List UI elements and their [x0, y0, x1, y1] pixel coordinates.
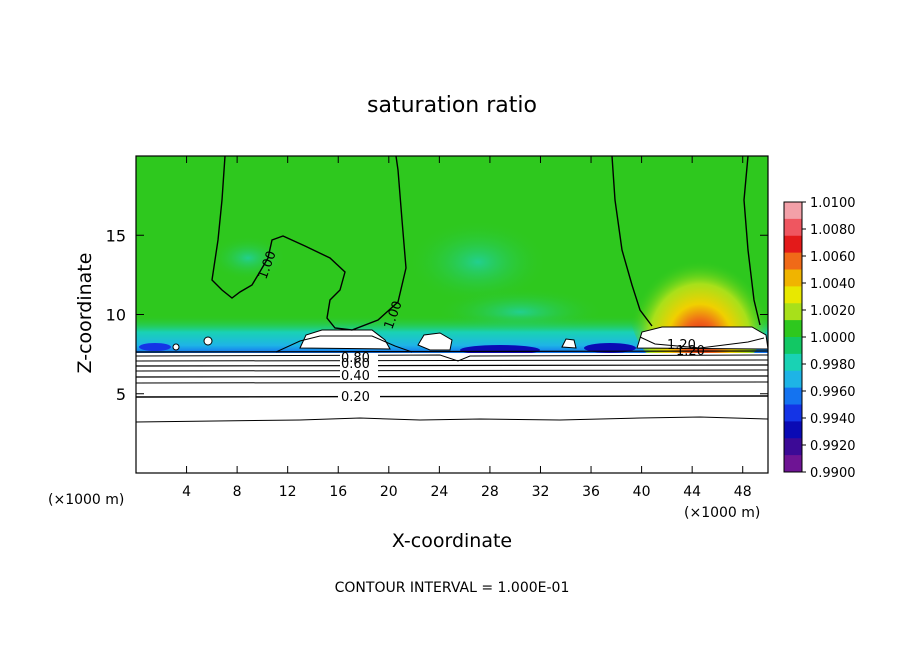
contour-label: 0.20: [341, 390, 370, 405]
colorbar-tick-label: 1.0000: [810, 331, 856, 346]
x-tick-label: 24: [430, 484, 448, 500]
x-tick-label: 40: [633, 484, 651, 500]
contour-label: 0.40: [341, 369, 370, 384]
x-axis: 4 8 12 16 20 24 28 32 36 40 44 48: [182, 156, 752, 500]
contour-line: [136, 364, 768, 367]
contour-line: [611, 156, 653, 327]
field-below-cloud: [136, 353, 768, 473]
x-axis-label: X-coordinate: [392, 530, 512, 552]
y-tick-label: 15: [106, 226, 126, 245]
contour-line: [136, 381, 768, 384]
contour-line: [136, 375, 768, 378]
x-tick-label: 28: [481, 484, 499, 500]
x-tick-label: 4: [182, 484, 191, 500]
chart-title: saturation ratio: [367, 93, 537, 118]
contour-label: 1.20: [667, 338, 696, 353]
colorbar-tick-label: 0.9980: [810, 358, 856, 373]
colorbar-tick-label: 0.9940: [810, 412, 856, 427]
field-cyan-patch: [210, 236, 286, 280]
contour-line: [639, 336, 765, 349]
colorbar-swatch: [784, 218, 802, 237]
field-dry-spot: [460, 345, 540, 355]
colorbar-swatch: [784, 353, 802, 372]
y-tick-label: 5: [116, 385, 126, 404]
field-dry-spot: [584, 343, 636, 353]
colorbar-swatch: [784, 404, 802, 422]
y-axis: 5 10 15: [106, 226, 768, 404]
colorbar: 1.0100 1.0080 1.0060 1.0040 1.0020 1.0000 0.99…: [783, 196, 856, 481]
contour-label: 1.20: [676, 344, 705, 359]
x-unit-label-left: (×1000 m): [48, 492, 124, 508]
colorbar-swatch: [784, 235, 802, 254]
colorbar-tick-label: 1.0100: [810, 196, 856, 211]
x-tick-label: 16: [329, 484, 347, 500]
cloud-hole: [203, 336, 213, 346]
colorbar-tick-label: 1.0080: [810, 223, 856, 238]
cloud-hole: [417, 332, 453, 351]
colorbar-swatch: [784, 202, 802, 220]
contour-line: [136, 416, 768, 423]
contour-line: [136, 395, 768, 398]
x-tick-label: 8: [233, 484, 242, 500]
contour-line: [136, 369, 768, 372]
colorbar-swatch: [784, 320, 802, 338]
colorbar-tick-label: 1.0060: [810, 250, 856, 265]
colorbar-swatch: [784, 421, 802, 439]
x-tick-label: 32: [532, 484, 550, 500]
x-tick-label: 44: [683, 484, 701, 500]
field-cyan-patch: [408, 220, 548, 304]
colorbar-swatch: [784, 455, 802, 473]
contour-line: [743, 156, 761, 326]
y-axis-label: Z-coordinate: [74, 253, 96, 374]
contour-line: [275, 335, 413, 353]
cloud-hole: [172, 343, 180, 351]
colorbar-swatch: [784, 252, 802, 270]
x-tick-label: 48: [734, 484, 752, 500]
cloud-hole: [299, 329, 391, 350]
colorbar-tick-label: 1.0040: [810, 277, 856, 292]
colorbar-swatch: [784, 370, 802, 389]
colorbar-swatch: [784, 438, 802, 456]
contour-label-background: [340, 353, 378, 378]
x-unit-label-right: (×1000 m): [684, 505, 760, 521]
colorbar-tick-label: 0.9920: [810, 439, 856, 454]
colorbar-swatch: [784, 286, 802, 304]
cloud-hole: [561, 338, 577, 349]
x-tick-label: 20: [380, 484, 398, 500]
contour-line: [136, 359, 768, 362]
contour-interval-note: CONTOUR INTERVAL = 1.000E-01: [335, 580, 570, 596]
contour-label: 0.80: [341, 351, 370, 366]
x-tick-label: 12: [279, 484, 297, 500]
contour-line: [136, 350, 768, 353]
colorbar-swatch: [784, 269, 802, 287]
contour-line: [136, 354, 768, 362]
field-dry-spot: [139, 343, 171, 351]
contour-label: 0.60: [341, 357, 370, 372]
colorbar-tick-label: 0.9960: [810, 385, 856, 400]
y-tick-label: 10: [106, 306, 126, 325]
colorbar-swatch: [784, 387, 802, 405]
colorbar-tick-label: 1.0020: [810, 304, 856, 319]
colorbar-swatch: [784, 303, 802, 321]
colorbar-swatch: [784, 337, 802, 355]
colorbar-tick-label: 0.9900: [810, 466, 856, 481]
x-tick-label: 36: [582, 484, 600, 500]
contour-label-background: [338, 389, 380, 403]
contour-line: [211, 156, 407, 331]
plot-area: 1.00 1.00 1.20 1.20 0.80 0.60 0.40 0.20: [136, 156, 768, 473]
